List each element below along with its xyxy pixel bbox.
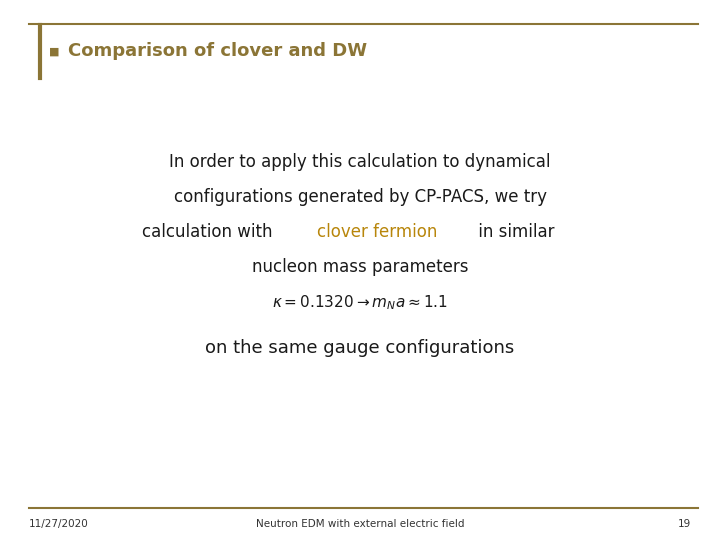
Text: calculation with: calculation with: [142, 223, 278, 241]
Text: Neutron EDM with external electric field: Neutron EDM with external electric field: [256, 519, 464, 529]
Text: 11/27/2020: 11/27/2020: [29, 519, 89, 529]
Text: configurations generated by CP-PACS, we try: configurations generated by CP-PACS, we …: [174, 188, 546, 206]
Text: nucleon mass parameters: nucleon mass parameters: [252, 258, 468, 276]
Text: 19: 19: [678, 519, 691, 529]
Text: ■: ■: [49, 46, 60, 56]
Text: Comparison of clover and DW: Comparison of clover and DW: [68, 42, 367, 60]
Text: $\kappa = 0.1320 \rightarrow m_N a \approx 1.1$: $\kappa = 0.1320 \rightarrow m_N a \appr…: [272, 293, 448, 312]
Text: In order to apply this calculation to dynamical: In order to apply this calculation to dy…: [169, 153, 551, 171]
Text: in similar: in similar: [472, 223, 554, 241]
Text: on the same gauge configurations: on the same gauge configurations: [205, 339, 515, 357]
Text: clover fermion: clover fermion: [318, 223, 438, 241]
